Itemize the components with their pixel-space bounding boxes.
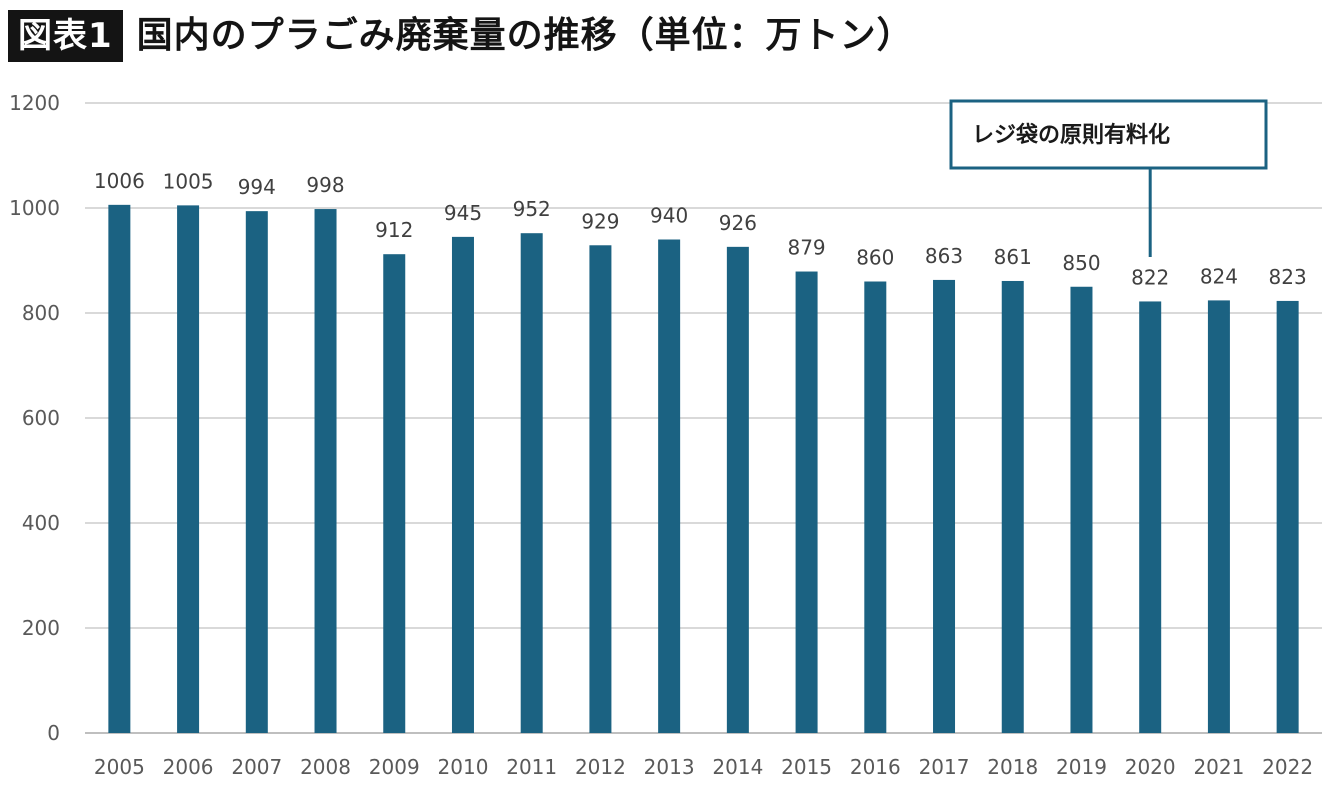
- chart-title: 国内のプラごみ廃棄量の推移（単位：万トン）: [136, 15, 914, 56]
- bar-2009: [383, 254, 406, 733]
- bar-2006: [177, 205, 200, 733]
- data-label-2016: 860: [856, 246, 894, 270]
- data-label-2020: 822: [1131, 265, 1169, 289]
- x-tick-label-2018: 2018: [987, 755, 1038, 779]
- x-tick-label-2013: 2013: [644, 755, 695, 779]
- x-tick-label-2009: 2009: [369, 755, 420, 779]
- data-label-2005: 1006: [94, 169, 145, 193]
- figure-number-badge: 図表1: [8, 10, 123, 62]
- x-tick-label-2019: 2019: [1056, 755, 1107, 779]
- bar-2021: [1207, 300, 1230, 733]
- y-tick-label-600: 600: [22, 406, 60, 430]
- data-label-2015: 879: [787, 236, 825, 260]
- bar-2022: [1276, 300, 1299, 733]
- x-tick-label-2005: 2005: [94, 755, 145, 779]
- x-tick-label-2015: 2015: [781, 755, 832, 779]
- data-label-2018: 861: [994, 245, 1032, 269]
- bar-2008: [314, 209, 337, 734]
- data-label-2012: 929: [581, 209, 619, 233]
- bar-2005: [108, 204, 131, 734]
- bar-2015: [795, 271, 818, 733]
- bar-2019: [1070, 286, 1093, 733]
- bar-2017: [933, 279, 956, 733]
- y-tick-label-0: 0: [47, 721, 60, 745]
- data-label-2022: 823: [1269, 265, 1307, 289]
- x-tick-label-2014: 2014: [712, 755, 763, 779]
- bar-2010: [451, 236, 474, 733]
- y-tick-label-200: 200: [22, 616, 60, 640]
- x-tick-label-2008: 2008: [300, 755, 351, 779]
- x-tick-label-2017: 2017: [919, 755, 970, 779]
- bar-2020: [1139, 301, 1162, 733]
- y-tick-label-1000: 1000: [9, 196, 60, 220]
- bar-2013: [658, 239, 681, 733]
- y-tick-label-400: 400: [22, 511, 60, 535]
- chart-header: 図表1 国内のプラごみ廃棄量の推移（単位：万トン）: [8, 8, 914, 64]
- x-tick-label-2012: 2012: [575, 755, 626, 779]
- data-label-2011: 952: [513, 197, 551, 221]
- annotation-box: [949, 99, 1268, 170]
- data-label-2021: 824: [1200, 264, 1238, 288]
- data-label-2013: 940: [650, 204, 688, 228]
- x-tick-label-2006: 2006: [163, 755, 214, 779]
- data-label-2008: 998: [306, 173, 344, 197]
- x-tick-label-2021: 2021: [1193, 755, 1244, 779]
- x-tick-label-2016: 2016: [850, 755, 901, 779]
- annotation-label: レジ袋の原則有料化: [972, 122, 1170, 148]
- bar-2018: [1001, 280, 1024, 733]
- y-tick-label-1200: 1200: [9, 91, 60, 115]
- bar-2011: [520, 233, 543, 733]
- data-label-2019: 850: [1062, 251, 1100, 275]
- bar-2016: [864, 281, 887, 733]
- x-tick-label-2022: 2022: [1262, 755, 1313, 779]
- bar-2007: [245, 211, 268, 733]
- data-label-2014: 926: [719, 211, 757, 235]
- x-tick-label-2011: 2011: [506, 755, 557, 779]
- y-tick-label-800: 800: [22, 301, 60, 325]
- bar-2012: [589, 245, 612, 733]
- bar-2014: [726, 246, 749, 733]
- x-tick-label-2020: 2020: [1125, 755, 1176, 779]
- data-label-2010: 945: [444, 201, 482, 225]
- x-tick-label-2010: 2010: [438, 755, 489, 779]
- data-label-2006: 1005: [163, 169, 214, 193]
- data-label-2007: 994: [238, 175, 276, 199]
- x-tick-label-2007: 2007: [231, 755, 282, 779]
- data-label-2009: 912: [375, 218, 413, 242]
- data-label-2017: 863: [925, 244, 963, 268]
